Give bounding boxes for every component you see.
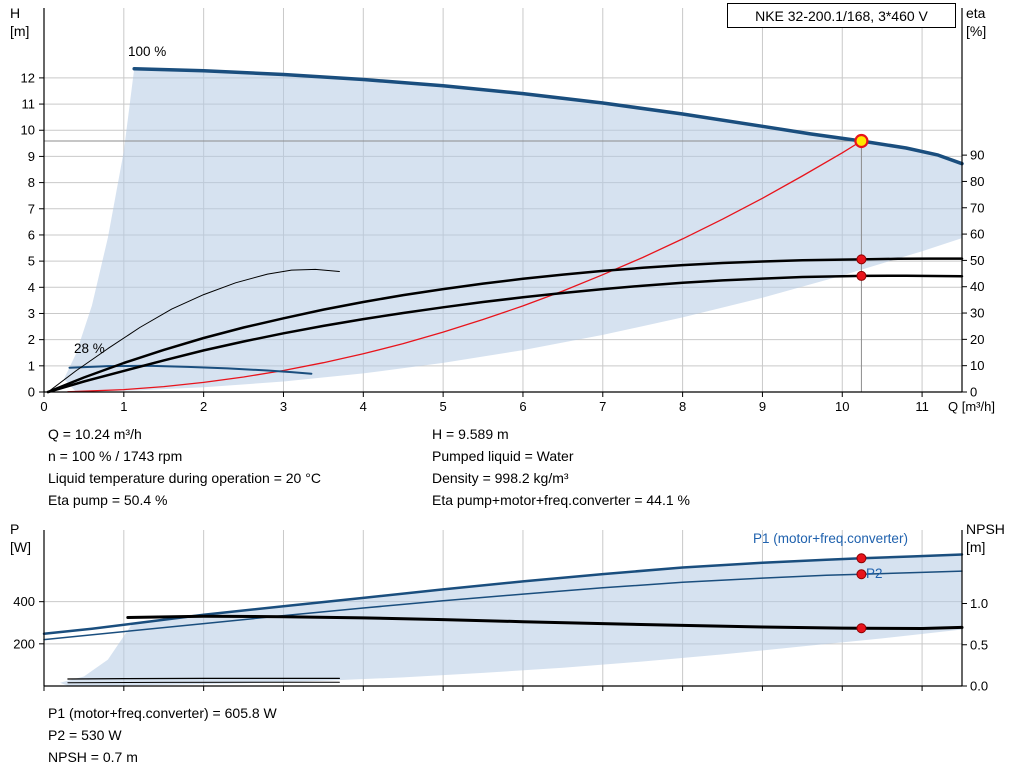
p-axis-unit: [W] (10, 539, 31, 555)
y-right-tick-label: 60 (970, 227, 984, 242)
p-axis-symbol: P (10, 521, 20, 537)
x-tick-label: 11 (915, 399, 929, 414)
y-left-tick-label: 9 (28, 149, 35, 164)
y-left-tick-label: 2 (28, 332, 35, 347)
h-axis-label: H [m] (10, 4, 29, 40)
y-left-tick-label: 11 (22, 97, 36, 112)
result-eta-pump: Eta pump = 50.4 % (48, 492, 168, 508)
result-density: Density = 998.2 kg/m³ (432, 470, 569, 486)
p1-curve-label: P1 (motor+freq.converter) (753, 531, 908, 546)
x-tick-label: 6 (519, 399, 526, 414)
p1-curve (42, 553, 964, 635)
hq-curve-100pct (132, 66, 964, 166)
y-right-tick-label: 90 (970, 148, 984, 163)
eta-pump-curve (46, 257, 964, 394)
result-npsh: NPSH = 0.7 m (48, 749, 138, 765)
p2-curve-label: P2 (866, 566, 883, 581)
eta-axis-unit: [%] (966, 23, 987, 39)
y-left-tick-label: 8 (28, 175, 35, 190)
y-right-tick-label: 50 (970, 253, 984, 268)
x-tick-label: 3 (280, 399, 287, 414)
eta-total-point (856, 270, 867, 281)
y-left-tick-label: 12 (21, 70, 35, 85)
y-left-tick-label: 5 (28, 254, 35, 269)
x-tick-label: 8 (679, 399, 686, 414)
result-eta-total: Eta pump+motor+freq.converter = 44.1 % (432, 492, 690, 508)
y-right-tick-label: 80 (970, 174, 984, 189)
y-left-tick-label: 400 (13, 594, 35, 609)
eta-total-curve (46, 274, 964, 394)
p1-curve-28pct (67, 677, 340, 680)
x-tick-label: 9 (759, 399, 766, 414)
result-liquid-temp: Liquid temperature during operation = 20… (48, 470, 321, 486)
npsh-axis-unit: [m] (966, 539, 986, 555)
y-right-tick-label: 10 (970, 358, 984, 373)
y-right-tick-label: 1.0 (970, 596, 988, 611)
y-left-tick-label: 7 (28, 201, 35, 216)
x-tick-label: 1 (120, 399, 127, 414)
x-tick-label: 10 (835, 399, 849, 414)
x-tick-label: 2 (200, 399, 207, 414)
x-tick-label: 5 (440, 399, 447, 414)
h-axis-symbol: H (10, 5, 21, 21)
eta-axis-label: eta [%] (966, 4, 986, 40)
npsh-axis-symbol: NPSH (966, 521, 1005, 537)
result-pumped-liquid: Pumped liquid = Water (432, 448, 574, 464)
power-chart[interactable]: 200 400 0.0 0.5 1.0 (0, 518, 1024, 700)
npsh-axis-label: NPSH [m] (966, 520, 1005, 556)
result-p2: P2 = 530 W (48, 727, 122, 743)
eta-curve-28pct (47, 268, 340, 393)
y-right-tick-label: 0.0 (970, 679, 988, 694)
y-right-tick-label: 0.5 (970, 637, 988, 652)
speed-100-label: 100 % (128, 44, 167, 59)
h-axis-unit: [m] (10, 23, 30, 39)
operating-envelope (64, 68, 962, 392)
y-right-tick-label: 30 (970, 306, 984, 321)
x-tick-label: 0 (40, 399, 47, 414)
y-left-tick-label: 3 (28, 306, 35, 321)
p2-curve (43, 570, 963, 641)
pump-title-box: NKE 32-200.1/168, 3*460 V (727, 3, 956, 28)
result-p1: P1 (motor+freq.converter) = 605.8 W (48, 705, 277, 721)
y-left-tick-label: 200 (13, 636, 35, 651)
x-tick-label: 4 (360, 399, 367, 414)
p2-point (856, 569, 867, 580)
eta-pump-point (856, 254, 867, 265)
speed-28-label: 28 % (74, 341, 105, 356)
x-axis-title: Q [m³/h] (948, 399, 995, 414)
duty-point-marker[interactable] (854, 133, 869, 149)
y-right-tick-label: 70 (970, 200, 984, 215)
y-left-tick-label: 0 (28, 385, 35, 400)
x-tick-label: 7 (599, 399, 606, 414)
p2-curve-28pct (67, 681, 340, 684)
y-left-tick-label: 4 (28, 280, 35, 295)
affinity-parabola-red (67, 140, 863, 393)
y-right-tick-label: 20 (970, 332, 984, 347)
npsh-point (856, 623, 867, 634)
y-right-tick-label: 0 (970, 385, 977, 400)
y-left-tick-label: 10 (21, 123, 35, 138)
eta-axis-symbol: eta (966, 5, 986, 21)
p-axis-label: P [W] (10, 520, 31, 556)
y-left-tick-label: 1 (28, 358, 35, 373)
y-left-tick-label: 6 (28, 227, 35, 242)
result-q: Q = 10.24 m³/h (48, 426, 142, 442)
p1-point (856, 553, 867, 564)
result-speed: n = 100 % / 1743 rpm (48, 448, 183, 464)
y-right-tick-label: 40 (970, 279, 984, 294)
result-h: H = 9.589 m (432, 426, 509, 442)
hq-chart[interactable]: 0 1 2 3 4 5 6 7 8 9 10 1101234567891011120102030405… (0, 0, 1024, 420)
